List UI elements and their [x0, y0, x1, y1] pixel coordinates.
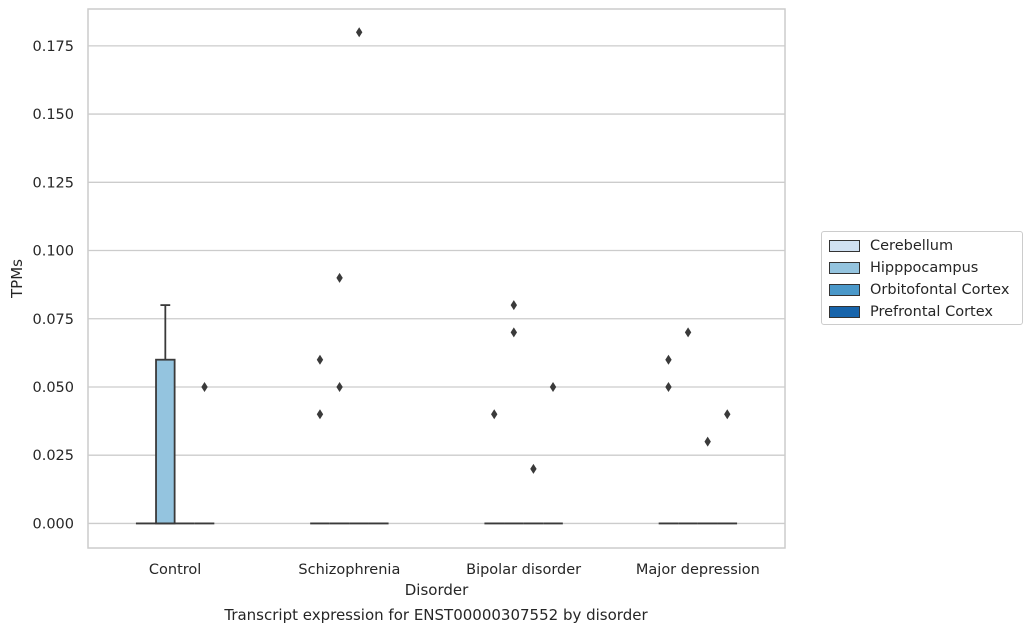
- outlier-point: [355, 27, 363, 38]
- box-1-0: [310, 354, 330, 525]
- outlier-point: [724, 409, 731, 420]
- x-tick-label: Control: [149, 562, 201, 578]
- box-2-2: [523, 463, 544, 525]
- box-0-1: [155, 304, 176, 525]
- legend-item-hippocampus: Hipppocampus: [829, 258, 978, 278]
- x-tick-label: Bipolar disorder: [466, 562, 581, 578]
- legend-swatch: [829, 240, 860, 252]
- outlier-point: [530, 463, 537, 474]
- outlier-point: [549, 381, 557, 392]
- box-0-3: [194, 381, 215, 525]
- legend-item-cerebellum: Cerebellum: [829, 236, 953, 256]
- box-marks: [135, 27, 738, 525]
- figure-caption: Transcript expression for ENST0000030755…: [224, 606, 648, 624]
- outlier-point: [316, 409, 324, 420]
- outlier-point: [336, 272, 343, 283]
- y-tick-label: 0.150: [32, 107, 74, 123]
- y-tick-label: 0.175: [32, 39, 74, 55]
- legend-label: Hipppocampus: [870, 260, 979, 276]
- outlier-point: [316, 354, 324, 365]
- outlier-point: [665, 381, 672, 392]
- box-3-2: [697, 436, 718, 525]
- outlier-point: [684, 327, 692, 338]
- legend-swatch: [829, 284, 860, 296]
- gridlines: [88, 45, 785, 525]
- box-3-1: [678, 327, 698, 525]
- x-axis-ticks: Control Schizophrenia Bipolar disorder Majo…: [149, 562, 760, 578]
- outlier-point: [201, 381, 208, 392]
- y-tick-label: 0.125: [32, 175, 74, 191]
- box-3-3: [717, 409, 738, 525]
- box-2-1: [504, 300, 524, 525]
- legend: Cerebellum Hipppocampus Orbitofontal Cor…: [821, 231, 1023, 325]
- legend-label: Prefrontal Cortex: [870, 304, 993, 320]
- y-tick-label: 0.025: [32, 448, 74, 464]
- y-tick-label: 0.000: [32, 516, 74, 532]
- legend-label: Cerebellum: [870, 238, 954, 254]
- y-tick-label: 0.100: [32, 244, 74, 260]
- outlier-point: [510, 327, 518, 338]
- box-1-1: [329, 272, 350, 525]
- legend-item-prefrontal: Prefrontal Cortex: [829, 302, 993, 322]
- outlier-point: [491, 409, 498, 420]
- y-axis-ticks: 0.000 0.025 0.050 0.075 0.100 0.125 0.150 0.175: [32, 39, 74, 533]
- box-1-2: [349, 27, 369, 525]
- legend-swatch: [829, 262, 860, 274]
- x-tick-label: Major depression: [636, 562, 760, 578]
- y-axis-label: TPMs: [8, 259, 26, 299]
- legend-label: Orbitofontal Cortex: [870, 282, 1010, 298]
- outlier-point: [665, 354, 672, 365]
- box-3-0: [658, 354, 679, 525]
- box-body: [155, 358, 176, 525]
- box-2-3: [543, 381, 563, 525]
- y-tick-label: 0.075: [32, 312, 74, 328]
- plot-frame: [87, 8, 786, 549]
- x-axis-label: Disorder: [405, 581, 469, 599]
- legend-swatch: [829, 306, 860, 318]
- legend-item-orbitofrontal: Orbitofontal Cortex: [829, 280, 1009, 300]
- x-tick-label: Schizophrenia: [298, 562, 400, 578]
- outlier-point: [336, 381, 343, 392]
- y-tick-label: 0.050: [32, 380, 74, 396]
- outlier-point: [704, 436, 711, 447]
- box-2-0: [484, 409, 505, 525]
- outlier-point: [510, 300, 518, 311]
